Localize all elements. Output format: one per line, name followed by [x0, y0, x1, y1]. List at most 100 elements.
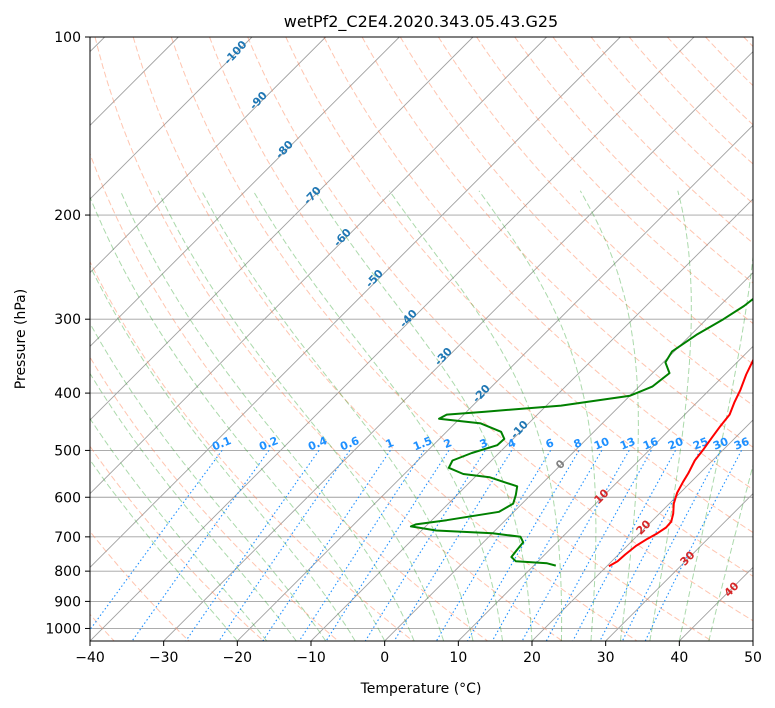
- moist-adiabat-label: 10: [592, 486, 612, 506]
- isotherm-line: [310, 198, 753, 641]
- mixing-ratio-line: [467, 450, 580, 641]
- dry-adiabat-line: [476, 37, 753, 325]
- isotherm-line: [531, 419, 753, 641]
- isotherm-line: [90, 37, 253, 200]
- dry-adiabat-line: [514, 37, 753, 284]
- y-tick-label: 500: [54, 443, 81, 459]
- mixing-ratio-label: 20: [666, 435, 685, 453]
- y-axis-label: Pressure (hPa): [13, 289, 29, 389]
- isotherm-line: [458, 345, 753, 641]
- dry-adiabat-line: [209, 37, 753, 622]
- dry-adiabat-line: [361, 37, 753, 448]
- x-tick-label: 0: [380, 650, 389, 666]
- x-axis-ticks: −40 −30 −20 −10 0 10 20 30 40 50: [75, 641, 762, 666]
- dry-adiabat-line: [437, 37, 753, 365]
- mixing-ratio-line: [491, 450, 603, 641]
- dry-adiabat-line: [285, 37, 753, 534]
- x-tick-label: 20: [523, 650, 541, 666]
- dry-adiabat-label: -80: [273, 138, 296, 162]
- y-tick-label: 900: [54, 594, 81, 610]
- moist-adiabats: [90, 190, 753, 641]
- y-tick-label: 800: [54, 564, 81, 580]
- dewpoint-profile-line: [409, 297, 753, 567]
- mixing-ratio-label: 1: [384, 436, 396, 451]
- isotherm-line: [90, 37, 695, 641]
- isotherm-line: [163, 51, 753, 641]
- plot-area: -100-90-80-70-60-50-40-30-20-100.1 0.2 0.4…: [90, 37, 753, 641]
- y-tick-label: 100: [54, 30, 81, 46]
- y-axis-ticks: 100 200 300 400 500 600 700 800 900 1000: [45, 30, 90, 637]
- mixing-ratio-line: [218, 450, 351, 641]
- moist-adiabat-line: [157, 190, 445, 641]
- dry-adiabat-line: [132, 37, 638, 641]
- x-tick-label: −20: [223, 650, 253, 666]
- mixing-ratio-label: 6: [544, 436, 556, 451]
- mixing-ratio-line: [364, 450, 486, 641]
- y-tick-label: 300: [54, 312, 81, 328]
- dry-adiabat-line: [170, 37, 712, 641]
- isotherm-line: [237, 124, 753, 641]
- temperature-profile-line: [608, 358, 753, 568]
- y-tick-label: 200: [54, 208, 81, 224]
- isotherm-line: [679, 566, 753, 641]
- x-tick-label: −10: [296, 650, 326, 666]
- moist-adiabat-line: [252, 190, 503, 641]
- moist-adiabat-line: [90, 459, 238, 641]
- dry-adiabat-label: -100: [221, 38, 250, 67]
- mixing-ratio-label: 10: [592, 435, 611, 453]
- sounding-profiles: [409, 297, 753, 568]
- dry-adiabat-line: [90, 356, 339, 641]
- dry-adiabat-line: [667, 37, 753, 126]
- dry-adiabat-line: [628, 37, 753, 165]
- y-tick-label: 1000: [45, 621, 81, 637]
- mixing-ratio-line: [545, 450, 652, 641]
- dry-adiabat-label: -20: [470, 382, 493, 406]
- dry-adiabat-line: [743, 37, 753, 48]
- dry-adiabat-label: -90: [247, 89, 270, 113]
- isotherm-line: [384, 272, 753, 641]
- moist-adiabat-line: [90, 372, 297, 641]
- moist-adiabat-line: [314, 190, 533, 641]
- dry-adiabat-label: -60: [331, 226, 354, 250]
- moist-adiabat-line: [90, 322, 327, 641]
- x-axis-label: Temperature (°C): [360, 681, 482, 697]
- moist-adiabat-line: [90, 264, 356, 641]
- dry-adiabat-line: [399, 37, 753, 406]
- y-tick-label: 700: [54, 530, 81, 546]
- mixing-ratio-label: 30: [711, 435, 730, 453]
- mixing-ratio-label: 36: [732, 435, 751, 453]
- moist-adiabat-line: [478, 190, 597, 641]
- moist-adiabat-line: [678, 252, 753, 641]
- dry-adiabat-line: [590, 37, 753, 205]
- mixing-ratio-label: 2: [442, 436, 454, 451]
- dry-adiabat-line: [90, 260, 414, 641]
- chart-title: wetPf2_C2E4.2020.343.05.43.G25: [284, 12, 558, 32]
- moist-adiabat-line: [649, 190, 692, 641]
- isotherm-line: [90, 37, 474, 421]
- mixing-ratio-line: [325, 450, 450, 641]
- mixing-ratio-label: 13: [618, 435, 637, 453]
- dry-adiabat-line: [247, 37, 753, 577]
- dry-adiabat-line: [90, 445, 264, 641]
- moist-adiabat-line: [90, 195, 386, 641]
- x-tick-label: −30: [149, 650, 179, 666]
- x-tick-label: −40: [75, 650, 105, 666]
- mixing-ratio-line: [185, 450, 320, 641]
- dry-adiabats: [90, 37, 753, 641]
- y-tick-label: 600: [54, 490, 81, 506]
- mixing-ratio-label: 3: [478, 436, 490, 451]
- dry-adiabat-line: [705, 37, 753, 87]
- isotherm-line: [90, 37, 326, 274]
- moist-adiabat-line: [201, 190, 474, 641]
- isotherm-line: [90, 37, 621, 568]
- isotherm-lines: [90, 37, 753, 641]
- isotherm-line: [752, 640, 753, 641]
- mixing-ratio-line: [262, 450, 391, 641]
- moist-adiabat-label: 40: [722, 579, 742, 599]
- mixing-ratio-line: [621, 450, 722, 641]
- mixing-ratio-label: 16: [641, 435, 660, 453]
- mixing-ratio-line: [90, 450, 223, 631]
- x-tick-label: 50: [744, 650, 762, 666]
- dry-adiabat-label: -30: [432, 345, 455, 369]
